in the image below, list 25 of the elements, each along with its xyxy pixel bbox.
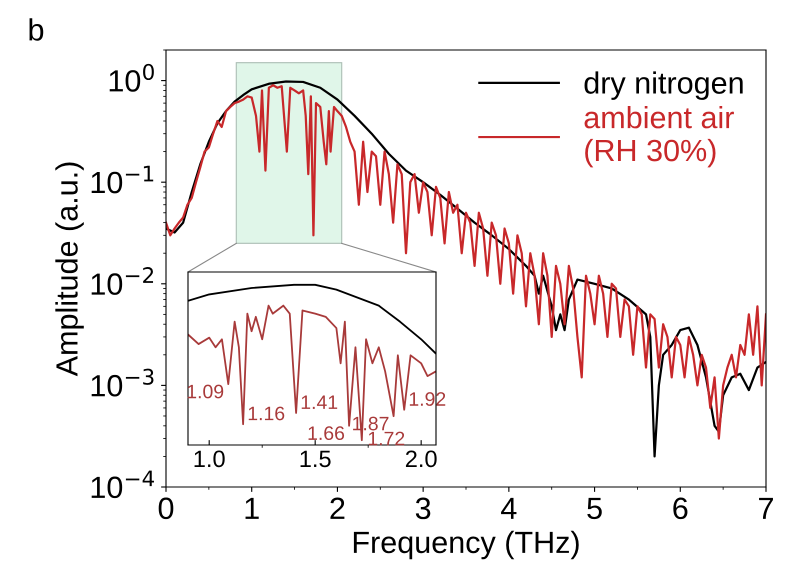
x-tick-label: 5: [587, 498, 602, 520]
x-tick-label: 2: [330, 498, 344, 519]
x-tick-label: 7: [759, 498, 773, 519]
annotation: 1.16: [248, 406, 284, 420]
legend-label: ambient air (RH 30%): [584, 106, 734, 168]
legend-label: dry nitrogen: [584, 71, 743, 100]
x-tick-label: 1: [246, 498, 259, 519]
x-tick-label: 6: [673, 498, 688, 520]
x-tick-label: 1.5: [300, 450, 331, 468]
x-tick-label: 0: [158, 498, 174, 520]
x-tick-label: 4: [501, 498, 516, 519]
y-axis-title: Amplitude (a.u.): [55, 162, 84, 376]
x-tick-label: 1.0: [194, 450, 225, 468]
chart-title: b: [29, 18, 44, 41]
annotation: 1.72: [368, 432, 404, 446]
annotation: 1.66: [308, 426, 344, 440]
annotation: 1.41: [302, 396, 338, 409]
x-tick-label: 3: [416, 498, 430, 520]
y-tick-label: 10$^{−3}$: [92, 368, 154, 397]
x-tick-label: 2.0: [406, 450, 437, 468]
x-axis-title: Frequency (THz): [354, 530, 579, 560]
y-tick-label: 10$^{0}$: [110, 64, 154, 92]
y-tick-label: 10$^{−4}$: [92, 470, 154, 498]
y-tick-label: 10$^{−2}$: [92, 267, 154, 295]
y-tick-label: 10$^{−1}$: [92, 166, 154, 194]
